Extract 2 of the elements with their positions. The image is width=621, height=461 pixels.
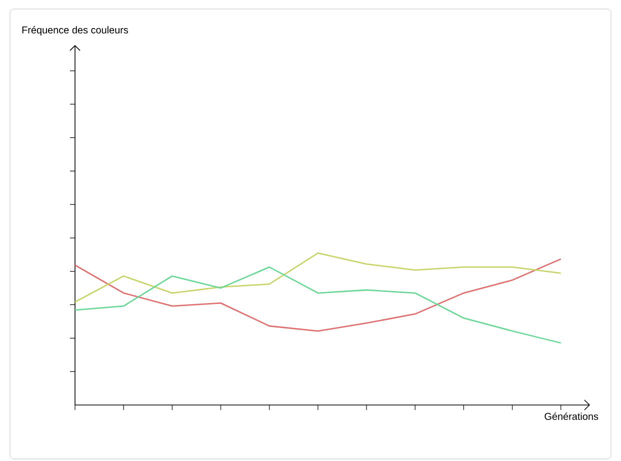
x-axis-title: Générations bbox=[544, 412, 598, 420]
text: Fréquence des couleurs bbox=[22, 26, 128, 36]
